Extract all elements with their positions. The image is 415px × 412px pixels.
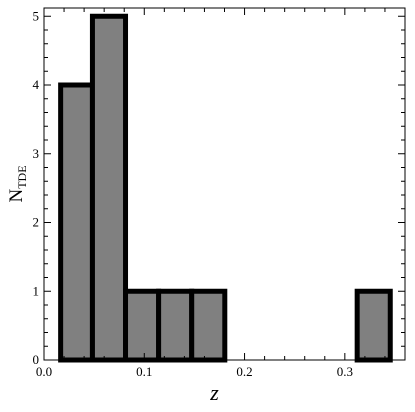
y-axis-title-main: N — [6, 189, 27, 203]
y-tick-label: 4 — [33, 77, 40, 92]
histogram-bar-0 — [58, 82, 95, 363]
y-tick-label: 5 — [33, 8, 40, 23]
ticks-layer — [43, 8, 405, 361]
histogram-bar-3 — [156, 288, 195, 363]
histogram-bar-2 — [123, 288, 162, 363]
bars-layer — [58, 13, 393, 363]
y-axis-title: NTDE — [6, 165, 29, 202]
y-tick-label: 3 — [33, 146, 40, 161]
histogram-bar-4 — [189, 288, 228, 363]
y-tick-label: 2 — [33, 215, 40, 230]
x-tick-label: 0.1 — [136, 364, 152, 379]
y-axis-title-subscript: TDE — [15, 165, 29, 188]
x-tick-label: 0.2 — [236, 364, 252, 379]
tick-labels-layer: 0.0 0.1 0.2 0.3 0 1 2 3 4 5 — [33, 8, 353, 379]
y-tick-label: 1 — [33, 283, 40, 298]
histogram-bar-9 — [354, 288, 393, 363]
x-tick-label: 0.0 — [36, 364, 52, 379]
x-axis-title: z — [209, 380, 219, 405]
histogram-bar-1 — [89, 13, 129, 363]
x-tick-label: 0.3 — [337, 364, 353, 379]
y-tick-label: 0 — [33, 352, 40, 367]
